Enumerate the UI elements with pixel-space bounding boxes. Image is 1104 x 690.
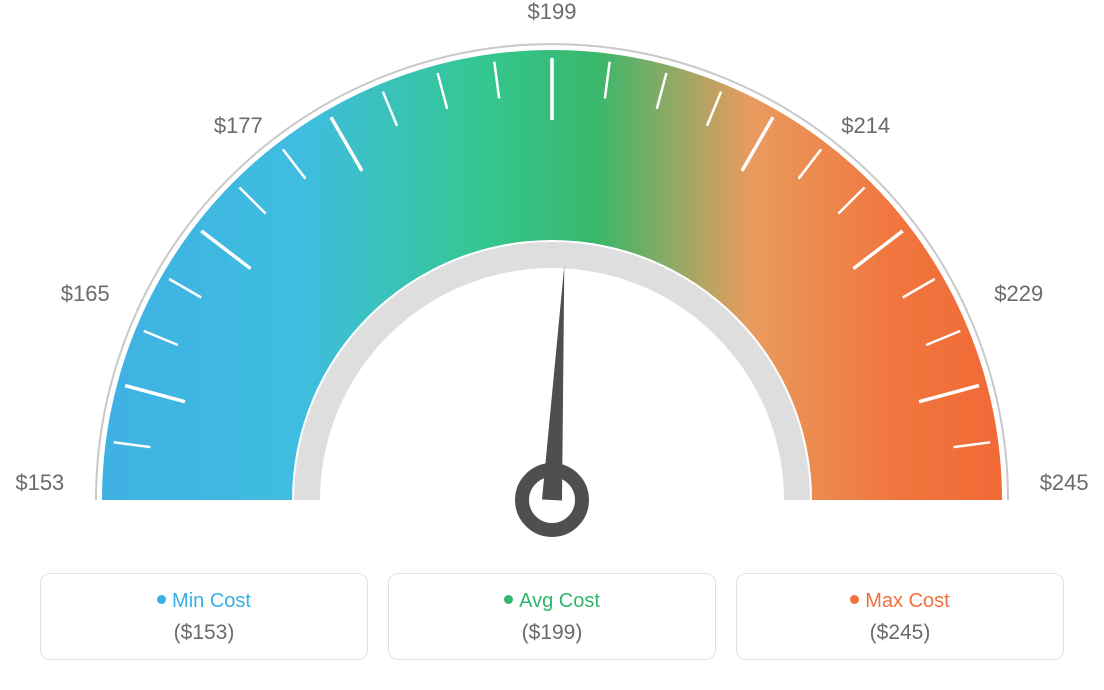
legend-label: Avg Cost bbox=[397, 590, 707, 613]
legend-value: ($199) bbox=[397, 621, 707, 645]
gauge-tick-label: $177 bbox=[214, 113, 263, 138]
legend-label-text: Max Cost bbox=[865, 590, 949, 612]
gauge-tick-label: $165 bbox=[61, 281, 110, 306]
legend-label-text: Min Cost bbox=[172, 590, 251, 612]
legend-dot-icon bbox=[850, 595, 859, 604]
gauge-tick-label: $199 bbox=[528, 0, 577, 24]
gauge-tick-label: $153 bbox=[15, 470, 64, 495]
legend-value: ($245) bbox=[745, 621, 1055, 645]
gauge-tick-label: $245 bbox=[1040, 470, 1089, 495]
legend-label: Min Cost bbox=[49, 590, 359, 613]
legend-row: Min Cost ($153) Avg Cost ($199) Max Cost ($24… bbox=[40, 573, 1064, 660]
legend-value: ($153) bbox=[49, 621, 359, 645]
legend-box-avg: Avg Cost ($199) bbox=[388, 573, 716, 660]
legend-label: Max Cost bbox=[745, 590, 1055, 613]
legend-box-min: Min Cost ($153) bbox=[40, 573, 368, 660]
legend-dot-icon bbox=[504, 595, 513, 604]
gauge-tick-label: $229 bbox=[994, 281, 1043, 306]
gauge-tick-label: $214 bbox=[841, 113, 890, 138]
legend-box-max: Max Cost ($245) bbox=[736, 573, 1064, 660]
gauge-chart: $153 $165 $177 $199 $214 $229 $245 bbox=[0, 0, 1104, 560]
cost-gauge-container: $153 $165 $177 $199 $214 $229 $245 Min Cost ($1… bbox=[0, 0, 1104, 690]
legend-dot-icon bbox=[157, 595, 166, 604]
legend-label-text: Avg Cost bbox=[519, 590, 600, 612]
